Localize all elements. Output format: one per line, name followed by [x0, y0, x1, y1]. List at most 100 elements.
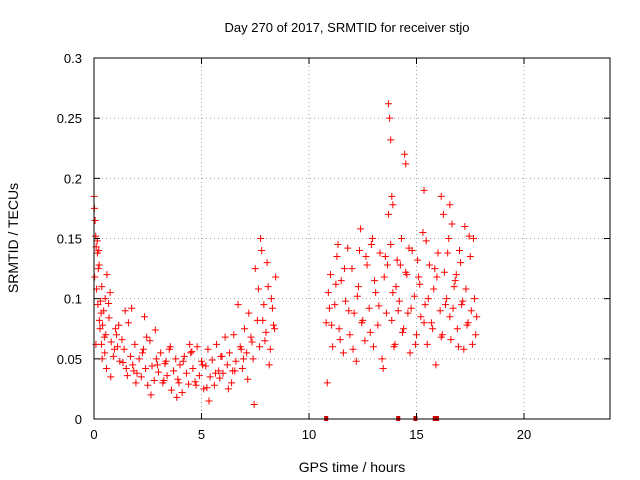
data-point — [416, 280, 424, 288]
data-point — [449, 304, 457, 312]
data-point — [323, 379, 331, 387]
data-point — [113, 331, 121, 339]
data-point — [270, 321, 278, 329]
data-point — [461, 222, 469, 230]
data-point — [322, 319, 330, 327]
data-point — [167, 386, 175, 394]
data-point — [142, 364, 150, 372]
data-point — [258, 247, 266, 255]
data-point — [244, 375, 252, 383]
data-point — [460, 345, 468, 353]
data-point — [228, 379, 236, 387]
data-point — [103, 271, 111, 279]
data-point — [397, 235, 405, 242]
data-point — [160, 376, 168, 384]
data-point — [110, 345, 118, 353]
data-point — [396, 261, 404, 269]
data-point — [143, 333, 151, 341]
data-point — [91, 273, 99, 281]
data-point — [229, 367, 237, 375]
data-point — [132, 379, 140, 387]
data-point — [339, 349, 347, 357]
data-point — [471, 295, 479, 303]
data-point — [401, 150, 409, 158]
data-point — [368, 235, 376, 242]
data-point — [102, 364, 110, 372]
data-point — [260, 301, 268, 309]
data-point — [256, 343, 264, 351]
data-point — [94, 301, 102, 309]
data-point — [248, 338, 256, 346]
data-point — [107, 338, 115, 346]
data-point — [261, 337, 269, 345]
data-point — [264, 283, 272, 291]
data-point — [342, 297, 350, 305]
data-point — [385, 210, 393, 218]
data-point — [425, 261, 433, 269]
data-point — [262, 328, 270, 336]
data-point — [354, 283, 362, 291]
y-tick-label: 0.1 — [64, 292, 82, 307]
data-point — [216, 374, 224, 382]
data-point — [147, 391, 155, 399]
data-point — [405, 244, 413, 252]
data-point — [152, 355, 160, 363]
data-point — [473, 313, 481, 321]
data-point — [457, 259, 465, 267]
data-point — [406, 349, 414, 357]
data-point — [389, 289, 397, 297]
data-point — [268, 304, 276, 312]
data-point — [363, 261, 371, 269]
data-point — [182, 369, 190, 377]
data-point — [202, 362, 210, 370]
data-point — [224, 385, 232, 393]
data-point — [345, 307, 353, 315]
data-point — [170, 367, 178, 375]
data-point — [340, 265, 348, 273]
data-point — [380, 273, 388, 281]
data-point — [352, 357, 360, 365]
data-point — [91, 216, 99, 224]
data-point — [175, 379, 183, 387]
data-point — [243, 349, 251, 357]
data-point — [135, 355, 143, 363]
data-point — [271, 325, 279, 333]
data-point — [400, 325, 408, 333]
data-point — [200, 385, 208, 393]
data-point — [392, 283, 400, 291]
data-point — [414, 256, 422, 264]
data-point — [458, 301, 466, 309]
data-point — [211, 369, 219, 377]
data-point — [327, 271, 334, 279]
data-point — [120, 345, 128, 353]
data-point — [446, 313, 454, 321]
data-point — [137, 373, 145, 381]
data-point — [146, 337, 154, 345]
data-point — [232, 357, 240, 365]
data-point — [150, 376, 158, 384]
data-point — [334, 241, 342, 249]
data-point — [176, 361, 184, 369]
data-point — [395, 297, 403, 305]
data-point — [447, 336, 455, 344]
x-tick-label: 5 — [198, 427, 205, 442]
data-point — [362, 253, 370, 261]
data-point — [223, 361, 231, 369]
y-tick-label: 0.05 — [57, 352, 82, 367]
x-tick-label: 0 — [90, 427, 97, 442]
data-point — [346, 331, 354, 339]
data-point — [213, 340, 221, 348]
data-point — [198, 357, 205, 365]
data-point — [437, 333, 445, 341]
data-point — [371, 277, 379, 285]
data-point — [138, 349, 146, 357]
data-point — [370, 343, 377, 351]
data-point — [419, 228, 427, 236]
data-point — [453, 325, 461, 333]
data-point — [155, 368, 162, 376]
data-point — [403, 271, 411, 279]
data-point — [349, 345, 357, 353]
data-point — [348, 265, 356, 273]
data-point — [193, 343, 201, 351]
data-point — [257, 235, 265, 242]
